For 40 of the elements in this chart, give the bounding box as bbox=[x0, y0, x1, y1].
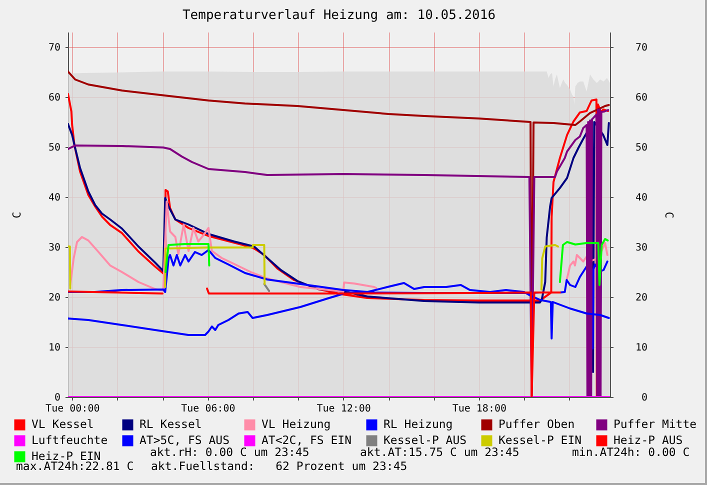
y2-tick-label: 70 bbox=[635, 42, 648, 54]
legend-label: RL Heizung bbox=[384, 416, 453, 431]
y2-tick-label: 0 bbox=[641, 392, 648, 404]
text: akt.rH: 0.00 C um 23:45 bbox=[150, 445, 310, 459]
text: max.AT24h:22.81 C bbox=[16, 459, 134, 473]
legend-label: Kessel-P AUS bbox=[384, 432, 467, 447]
y-tick-label: 40 bbox=[48, 192, 60, 204]
y-tick-label: 60 bbox=[48, 92, 60, 104]
y2-tick-label: 50 bbox=[635, 142, 648, 154]
y-tick-label: 70 bbox=[48, 42, 60, 54]
legend-label: RL Kessel bbox=[140, 416, 202, 431]
chart-title: Temperaturverlauf Heizung am: 10.05.2016 bbox=[182, 8, 496, 23]
x-tick-label: Tue 18:00 bbox=[452, 404, 507, 414]
legend-label: Puffer Mitte bbox=[614, 416, 697, 431]
text: min.AT24h: 0.00 C bbox=[572, 445, 690, 459]
text: akt.Fuellstand: 62 Prozent um 23:45 bbox=[151, 459, 408, 473]
text: akt.AT:15.75 C um 23:45 bbox=[360, 445, 520, 459]
x-tick-label: Tue 12:00 bbox=[316, 404, 371, 414]
legend-label: AT>5C, FS AUS bbox=[140, 432, 230, 447]
legend-label: VL Heizung bbox=[262, 416, 331, 431]
legend-label: Heiz-P AUS bbox=[614, 432, 683, 447]
y-tick-label: 10 bbox=[48, 342, 60, 354]
y2-tick-label: 60 bbox=[635, 92, 648, 104]
legend-label: Kessel-P EIN bbox=[498, 432, 582, 447]
legend-label: VL Kessel bbox=[32, 416, 94, 431]
x-tick-label: Tue 00:00 bbox=[46, 404, 100, 414]
y2-tick-label: 30 bbox=[635, 242, 648, 254]
y-tick-label: 50 bbox=[48, 142, 60, 154]
y-tick-label: 20 bbox=[48, 292, 60, 304]
y-tick-label: 0 bbox=[54, 392, 60, 404]
y2-tick-label: 10 bbox=[635, 342, 648, 354]
y-tick-label: 30 bbox=[48, 242, 60, 254]
y2-tick-label: 20 bbox=[635, 292, 648, 304]
y-axis-title: C bbox=[10, 212, 24, 218]
legend-label: AT<2C, FS EIN bbox=[262, 432, 352, 447]
legend-label: Luftfeuchte bbox=[32, 432, 108, 447]
legend-label: Puffer Oben bbox=[498, 416, 575, 431]
x-tick-label: Tue 06:00 bbox=[181, 404, 236, 414]
y2-axis-title: C bbox=[662, 212, 676, 218]
y2-tick-label: 40 bbox=[635, 192, 648, 204]
